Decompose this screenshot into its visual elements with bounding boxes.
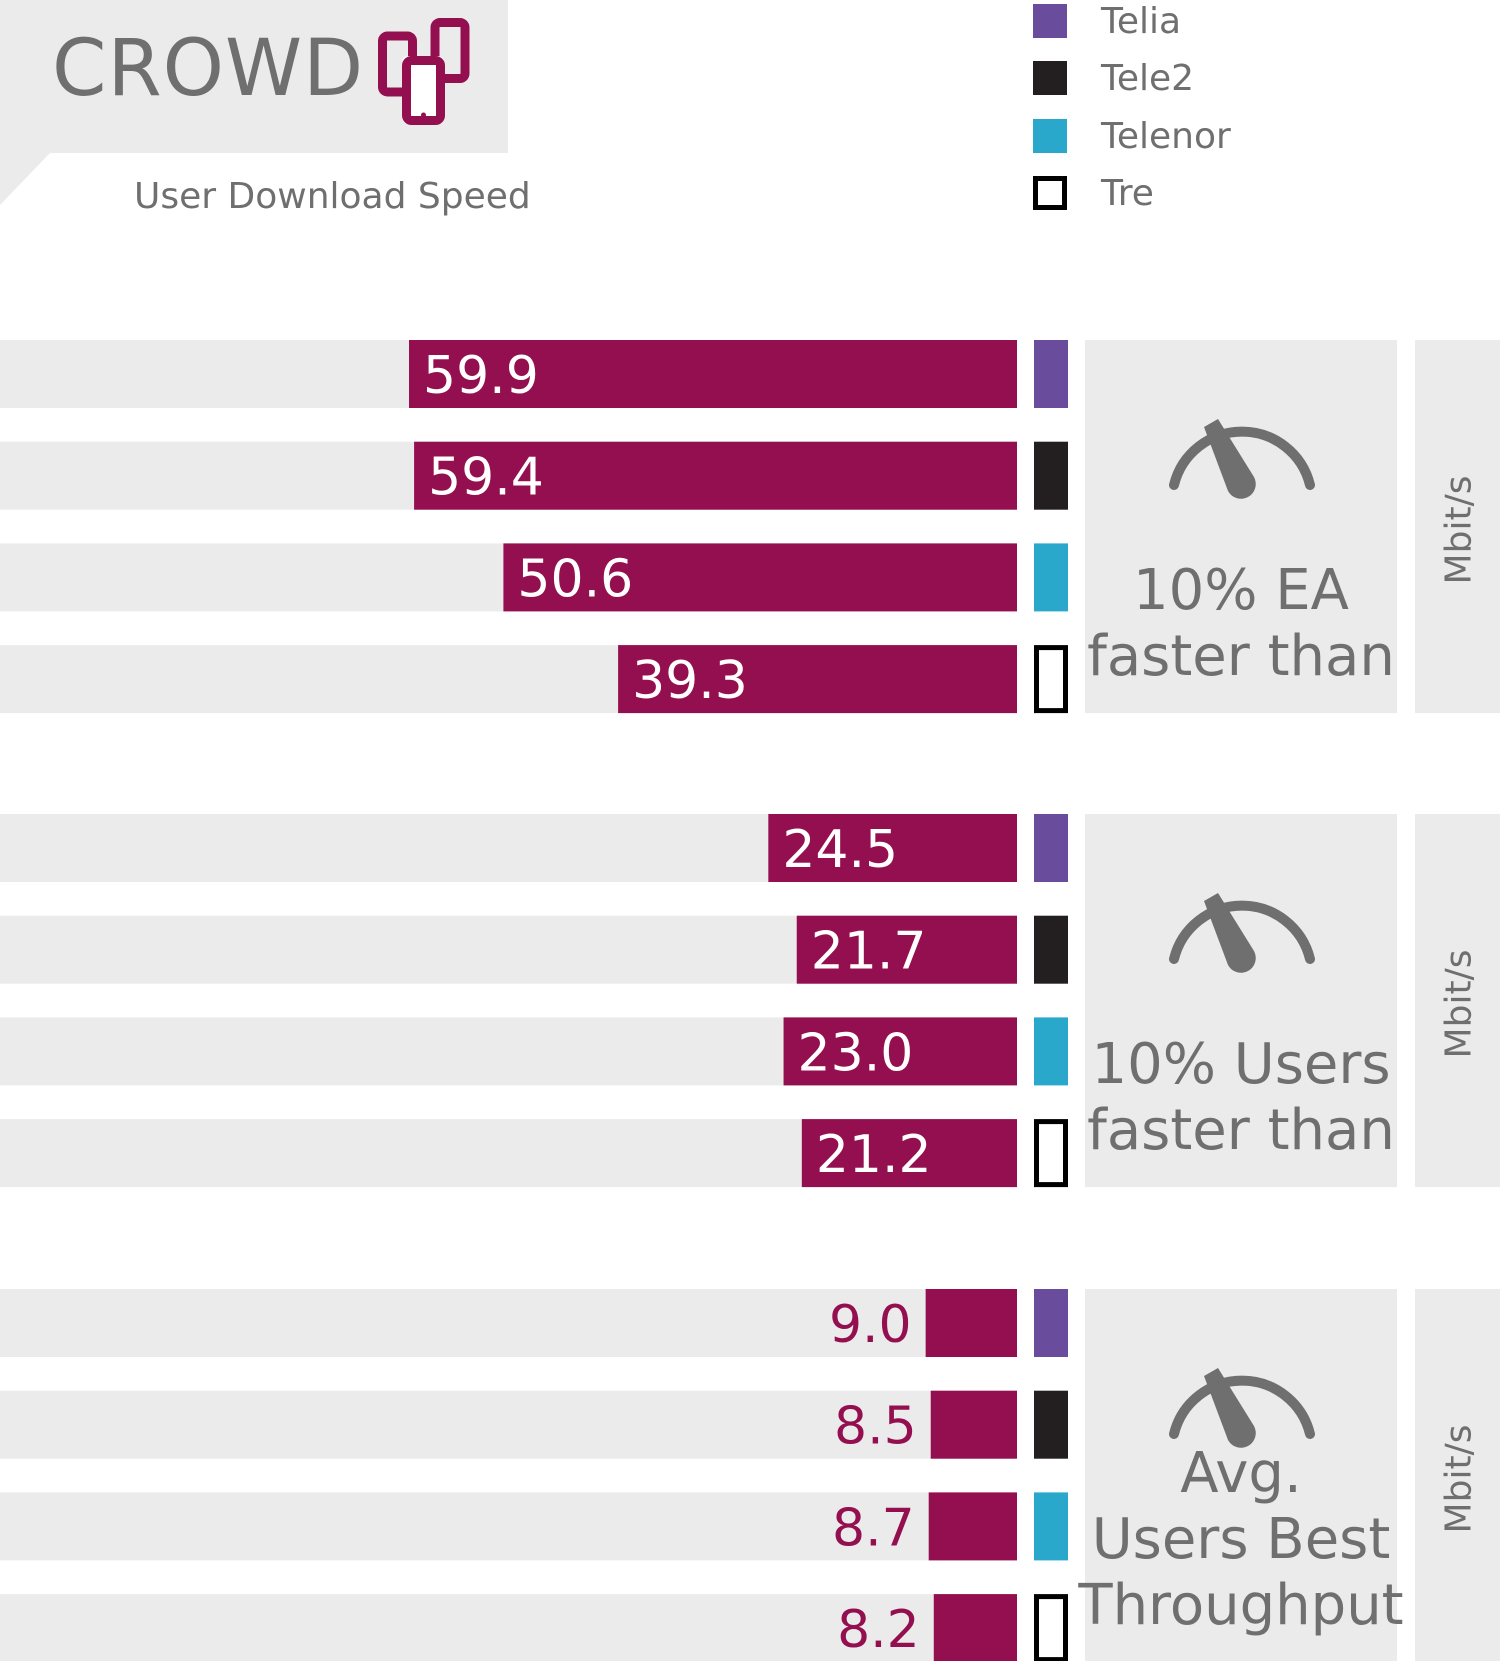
speedometer-needle-icon <box>1204 1368 1256 1448</box>
bar <box>933 1594 1017 1661</box>
chart-title-line: faster than <box>1087 1098 1395 1163</box>
legend-swatch-telenor <box>1033 119 1067 153</box>
legend-swatch-telia <box>1033 4 1067 38</box>
bar-value-label: 8.5 <box>834 1397 917 1457</box>
header-subtitle: User Download Speed <box>134 176 531 217</box>
operator-swatch <box>1034 340 1068 408</box>
speedometer-needle-icon <box>1204 893 1256 973</box>
operator-swatch <box>1034 543 1068 612</box>
bar-track <box>0 1289 1017 1357</box>
chart-title-line: Avg. <box>1180 1441 1302 1506</box>
speedometer-icon <box>1169 1375 1315 1439</box>
legend-swatch-tele2 <box>1033 61 1067 95</box>
bar-value-label: 21.7 <box>811 922 927 982</box>
legend-item-tre: Tre <box>1033 172 1333 216</box>
chart-title-line: faster than <box>1087 624 1395 689</box>
bar <box>414 441 1018 510</box>
bar <box>796 915 1017 984</box>
chart-panel <box>1085 340 1397 714</box>
bar-value-label: 59.9 <box>423 346 539 406</box>
operator-swatch <box>1034 441 1068 510</box>
bar-value-label: 23.0 <box>798 1023 914 1083</box>
legend-item-telia: Telia <box>1033 0 1333 44</box>
mobile-phones-icon <box>378 18 470 125</box>
bar-track <box>0 1390 1017 1459</box>
bar <box>801 1119 1017 1188</box>
bar <box>409 340 1017 408</box>
chart-title-line: 10% Users <box>1091 1032 1390 1097</box>
header-box: CROWD User Download Speed <box>0 0 531 217</box>
unit-strip <box>1415 340 1500 714</box>
bar <box>503 543 1017 612</box>
bar <box>925 1289 1017 1357</box>
bar <box>768 814 1017 882</box>
operator-swatch <box>1034 645 1068 714</box>
legend-item-telenor: Telenor <box>1033 115 1333 159</box>
legend-item-tele2: Tele2 <box>1033 57 1333 101</box>
bar <box>618 645 1017 714</box>
operator-swatch <box>1034 1594 1068 1661</box>
bar <box>930 1390 1017 1459</box>
bar-value-label: 9.0 <box>829 1295 912 1355</box>
bar-value-label: 59.4 <box>428 448 544 508</box>
bar-value-label: 21.2 <box>816 1125 932 1185</box>
legend-label-telenor: Telenor <box>1101 116 1231 157</box>
unit-strip <box>1415 814 1500 1188</box>
speedometer-needle-icon <box>1204 419 1256 499</box>
chart-panel <box>1085 1289 1397 1661</box>
header-title: CROWD <box>52 24 365 114</box>
bar-value-label: 8.7 <box>832 1498 915 1558</box>
operator-swatch <box>1034 1017 1068 1086</box>
operator-swatch <box>1034 1492 1068 1561</box>
chart-panel <box>1085 814 1397 1188</box>
chart-title-line: Throughput <box>1077 1573 1403 1638</box>
legend-swatch-tre <box>1033 176 1067 210</box>
chart-title-line: Users Best <box>1092 1507 1391 1572</box>
unit-label: Mbit/s <box>1439 476 1480 585</box>
speedometer-icon <box>1169 426 1315 490</box>
bar <box>928 1492 1017 1561</box>
speedometer-icon <box>1169 900 1315 964</box>
bar <box>783 1017 1017 1086</box>
bar-value-label: 39.3 <box>632 651 748 711</box>
operator-swatch <box>1034 814 1068 882</box>
chart-title-line: 10% EA <box>1133 558 1349 623</box>
unit-label: Mbit/s <box>1439 950 1480 1059</box>
operator-swatch <box>1034 1289 1068 1357</box>
bar-value-label: 50.6 <box>517 549 633 609</box>
operator-swatch <box>1034 915 1068 984</box>
bar-value-label: 24.5 <box>782 820 898 880</box>
bar-track <box>0 1492 1017 1561</box>
unit-label: Mbit/s <box>1439 1425 1480 1534</box>
operator-swatch <box>1034 1390 1068 1459</box>
unit-strip <box>1415 1289 1500 1661</box>
operator-swatch <box>1034 1119 1068 1188</box>
legend-label-telia: Telia <box>1101 1 1182 42</box>
legend-label-tele2: Tele2 <box>1101 58 1195 99</box>
legend-label-tre: Tre <box>1101 173 1154 214</box>
bar-value-label: 8.2 <box>837 1600 920 1660</box>
bar-track <box>0 1594 1017 1661</box>
